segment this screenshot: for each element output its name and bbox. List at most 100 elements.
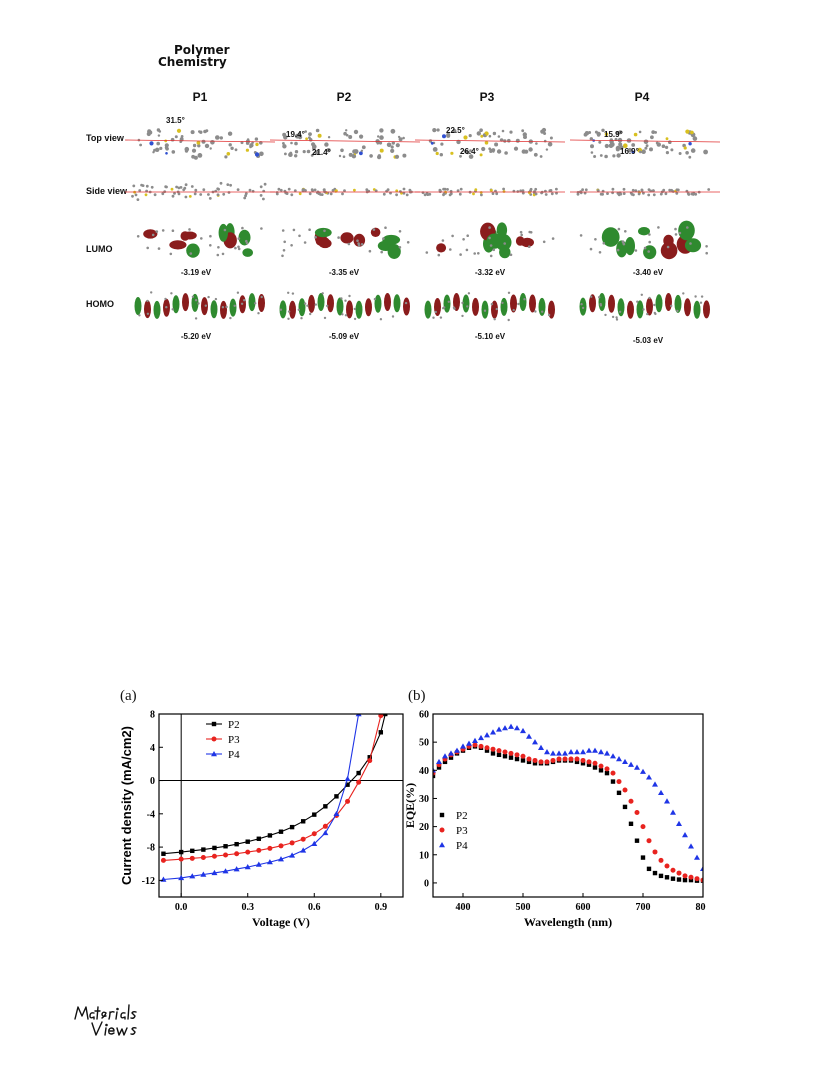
x-tick-label: 0.0	[175, 902, 188, 913]
legend-a: P2 P3 P4	[206, 719, 240, 761]
journal-header: Polymer Chemistry	[158, 44, 230, 68]
data-point-p2	[586, 762, 592, 767]
data-point-p2	[526, 759, 532, 765]
data-point-p3	[356, 779, 362, 785]
data-point-p3	[223, 852, 229, 858]
x-tick-label: 0.6	[308, 902, 321, 913]
data-point-p2	[201, 847, 206, 852]
column-header-p4: P4	[634, 90, 650, 104]
y-tick-label: 0	[424, 878, 429, 889]
data-point-p2	[604, 770, 610, 776]
data-point-p4	[658, 789, 664, 796]
homo-energy-p4: -5.03 eV	[632, 336, 664, 345]
y-tick-label: 20	[419, 822, 429, 833]
data-point-p3	[634, 810, 640, 816]
lumo-energy-p3: -3.32 eV	[474, 268, 506, 277]
data-point-p3	[604, 766, 610, 772]
data-point-p4	[322, 829, 329, 836]
data-point-p3	[484, 745, 490, 751]
series-p4	[160, 714, 362, 882]
legend-marker-p3	[211, 736, 217, 742]
data-point-p3	[496, 748, 502, 754]
journal-name-line1: Polymer	[174, 43, 230, 57]
x-tick-label: 0.9	[375, 902, 388, 913]
x-tick-label: 700	[636, 902, 651, 913]
y-tick-label: 8	[150, 710, 155, 721]
series-p2	[161, 714, 388, 856]
data-point-p3	[550, 757, 556, 763]
data-point-p4	[526, 733, 532, 739]
data-point-p2	[161, 851, 166, 856]
homo-energy-p3: -5.10 eV	[474, 332, 506, 341]
dihedral-angle-p4-a: 15.9°	[604, 130, 623, 139]
data-point-p4	[333, 810, 340, 817]
data-point-p4	[255, 861, 262, 867]
data-point-p3	[574, 756, 580, 762]
data-point-p3	[700, 877, 703, 883]
data-point-p2	[496, 752, 502, 758]
data-point-p2	[356, 770, 361, 776]
data-point-p2	[622, 804, 628, 810]
data-point-p4	[490, 729, 496, 735]
data-point-p3	[367, 758, 373, 764]
eqe-spectrum-chart: 400 500 600 700 800 0 10 20 30 40 50 60 Wavelength (…	[406, 710, 707, 930]
x-tick-label: 800	[696, 902, 707, 913]
data-point-p4	[266, 859, 273, 865]
dihedral-angle-p4-b: 16.9°	[620, 147, 639, 156]
panel-label-a: (a)	[120, 688, 137, 704]
data-point-p2	[289, 824, 295, 830]
data-point-p2	[676, 877, 682, 882]
data-point-p3	[598, 763, 604, 769]
legend-marker-p2	[211, 721, 217, 727]
data-point-p4	[520, 727, 526, 734]
series-line-p2	[163, 714, 386, 855]
series-line-p3	[163, 715, 382, 861]
data-point-p4	[664, 798, 670, 804]
legend-marker-p3	[439, 827, 445, 833]
data-point-p3	[472, 742, 478, 748]
data-point-p2	[223, 844, 228, 849]
data-point-p4	[466, 740, 472, 746]
x-tick-label: 500	[516, 902, 531, 913]
data-point-p4	[200, 871, 207, 877]
data-point-p3	[544, 759, 550, 765]
data-point-p3	[610, 770, 616, 776]
data-point-p2	[448, 755, 454, 760]
data-point-p2	[278, 829, 284, 834]
data-point-p4	[628, 761, 634, 767]
data-point-p3	[234, 851, 240, 857]
data-point-p2	[323, 804, 328, 809]
data-point-p2	[367, 755, 372, 760]
y-tick-label: 4	[150, 743, 155, 754]
series-line-p4	[163, 714, 360, 881]
lumo-energy-p2: -3.35 eV	[328, 268, 360, 277]
data-point-p3	[562, 756, 568, 762]
data-point-p3	[670, 867, 676, 873]
data-point-p2	[383, 714, 388, 717]
data-point-p4	[538, 744, 544, 750]
data-point-p2	[436, 765, 442, 770]
molecule-p4	[569, 128, 721, 321]
data-point-p4	[556, 750, 562, 756]
dihedral-angle-p3-b: 26.4°	[460, 147, 479, 156]
data-point-p4	[604, 750, 610, 756]
data-point-p4	[586, 747, 592, 753]
row-header-homo: HOMO	[86, 299, 114, 309]
data-point-p3	[322, 823, 328, 829]
data-point-p3	[300, 836, 306, 842]
data-point-p3	[652, 849, 658, 855]
data-point-p3	[245, 849, 251, 855]
data-point-p4	[646, 774, 652, 780]
row-header-side-view: Side view	[86, 186, 128, 196]
x-tick-label: 400	[456, 902, 471, 913]
data-point-p3	[658, 857, 664, 863]
series-p3	[433, 742, 703, 883]
data-point-p4	[634, 764, 640, 770]
data-point-p4	[574, 749, 580, 755]
data-point-p2	[574, 759, 580, 765]
y-axis-title: EQE(%)	[406, 783, 417, 828]
data-point-p2	[234, 841, 239, 847]
homo-energy-p2: -5.09 eV	[328, 332, 360, 341]
column-header-p3: P3	[479, 90, 495, 104]
legend-b: P2 P3 P4	[439, 810, 468, 852]
